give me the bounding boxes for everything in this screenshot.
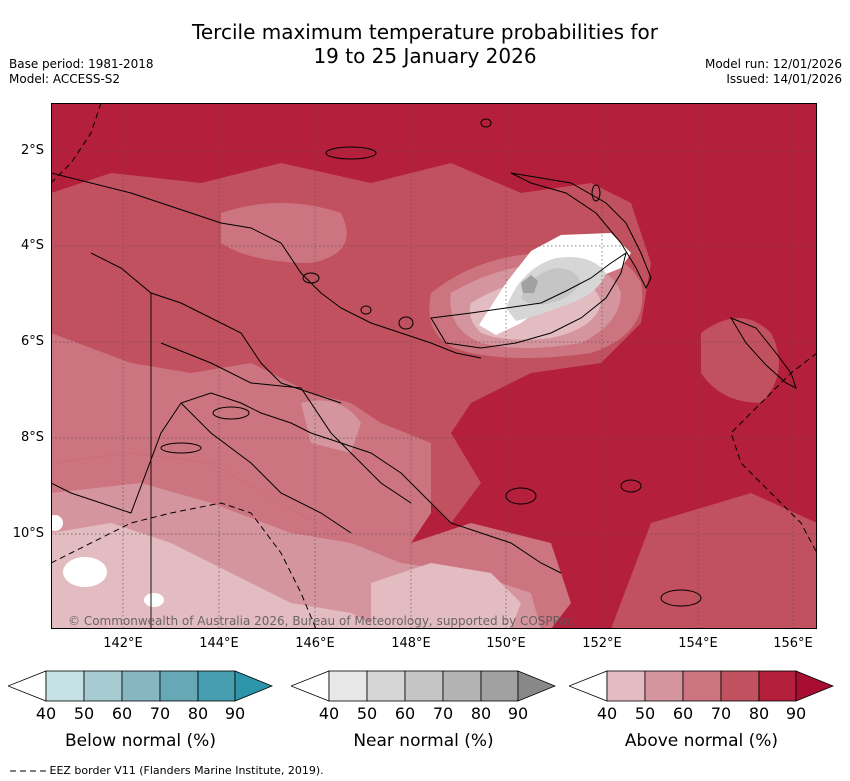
cbar-above-label-70: 70: [710, 704, 732, 723]
cbar-near-swatch-0: [291, 670, 330, 702]
colorbar-above: [569, 670, 834, 702]
cbar-above-swatch-3: [682, 670, 722, 702]
cbar-near-label-40: 40: [318, 704, 340, 723]
cbar-near-swatch-2: [366, 670, 406, 702]
model-name: Model: ACCESS-S2: [9, 72, 121, 86]
lat-label-10s: 10°S: [12, 526, 44, 541]
lon-label-150e: 150°E: [486, 636, 526, 651]
cbar-near-label-60: 60: [394, 704, 416, 723]
cbar-near-swatch-4: [442, 670, 482, 702]
probability-map: [51, 103, 817, 629]
cbar-near-swatch-3: [404, 670, 444, 702]
cbar-below-title: Below normal (%): [65, 731, 216, 751]
zone-below-40-d: [51, 515, 63, 531]
title-line-1: Tercile maximum temperature probabilitie…: [192, 20, 658, 44]
cbar-below-label-90: 90: [224, 704, 246, 723]
lat-label-2s: 2°S: [20, 143, 44, 158]
lon-label-148e: 148°E: [391, 636, 431, 651]
cbar-near-label-90: 90: [507, 704, 529, 723]
model-run: Model run: 12/01/2026: [704, 57, 842, 71]
cbar-near-label-50: 50: [356, 704, 378, 723]
cbar-above-swatch-4: [720, 670, 760, 702]
eez-borders: [51, 103, 817, 629]
cbar-below-label-70: 70: [149, 704, 171, 723]
cbar-above-label-80: 80: [748, 704, 770, 723]
cbar-above-label-50: 50: [634, 704, 656, 723]
map-title: Tercile maximum temperature probabilitie…: [0, 20, 850, 68]
cbar-below-swatch-5: [197, 670, 236, 702]
cbar-below-swatch-6: [234, 670, 273, 702]
cbar-above-label-40: 40: [596, 704, 618, 723]
cbar-near-label-80: 80: [470, 704, 492, 723]
colorbar-below: [8, 670, 273, 702]
zone-40-50: [51, 523, 381, 629]
lon-label-142e: 142°E: [103, 636, 143, 651]
lon-label-154e: 154°E: [678, 636, 718, 651]
lat-label-4s: 4°S: [20, 238, 44, 253]
eez-legend: EEZ border V11 (Flanders Marine Institut…: [10, 764, 324, 777]
cbar-below-swatch-0: [8, 670, 47, 702]
cbar-near-swatch-5: [480, 670, 519, 702]
lon-label-156e: 156°E: [773, 636, 813, 651]
eez-dash-icon: [10, 770, 46, 772]
cbar-below-label-60: 60: [111, 704, 133, 723]
cbar-near-label-70: 70: [432, 704, 454, 723]
cbar-above-swatch-1: [606, 670, 646, 702]
cbar-near-swatch-1: [328, 670, 368, 702]
cbar-near-swatch-6: [517, 670, 556, 702]
cbar-above-title: Above normal (%): [624, 731, 779, 751]
zone-70-80: [51, 163, 651, 523]
lon-label-144e: 144°E: [199, 636, 239, 651]
cbar-near-title: Near normal (%): [353, 731, 494, 751]
copyright-notice: © Commonwealth of Australia 2026, Bureau…: [68, 614, 574, 628]
cbar-below-swatch-3: [121, 670, 161, 702]
cbar-above-swatch-5: [758, 670, 797, 702]
zone-60-70: [51, 333, 431, 543]
zone-below-40-b: [63, 557, 107, 587]
cbar-above-swatch-0: [569, 670, 608, 702]
title-line-2: 19 to 25 January 2026: [313, 44, 537, 68]
cbar-above-label-90: 90: [785, 704, 807, 723]
cbar-below-swatch-1: [45, 670, 85, 702]
cbar-above-label-60: 60: [672, 704, 694, 723]
coastlines: [51, 118, 797, 629]
cbar-above-swatch-6: [795, 670, 834, 702]
meta-left: Base period: 1981-2018 Model: ACCESS-S2: [9, 57, 154, 87]
cbar-below-swatch-4: [159, 670, 199, 702]
cbar-above-swatch-2: [644, 670, 684, 702]
lon-label-152e: 152°E: [582, 636, 622, 651]
zone-near-60: [521, 268, 581, 305]
cbar-below-label-80: 80: [187, 704, 209, 723]
zone-near-70: [521, 275, 538, 293]
eez-note-text: EEZ border V11 (Flanders Marine Institut…: [49, 764, 324, 777]
lat-label-6s: 6°S: [20, 334, 44, 349]
issued-date: Issued: 14/01/2026: [726, 72, 842, 86]
base-period: Base period: 1981-2018: [9, 57, 154, 71]
lat-label-8s: 8°S: [20, 430, 44, 445]
colorbar-near: [291, 670, 556, 702]
cbar-below-label-50: 50: [73, 704, 95, 723]
zone-40-50-b: [371, 563, 521, 629]
zone-50-60-c: [301, 400, 361, 453]
lon-label-146e: 146°E: [295, 636, 335, 651]
meta-right: Model run: 12/01/2026 Issued: 14/01/2026: [705, 57, 842, 87]
zone-below-40-c: [144, 593, 164, 607]
cbar-below-label-40: 40: [35, 704, 57, 723]
zone-70-80-east: [701, 318, 779, 403]
map-frame: [51, 103, 817, 629]
cbar-below-swatch-2: [83, 670, 123, 702]
